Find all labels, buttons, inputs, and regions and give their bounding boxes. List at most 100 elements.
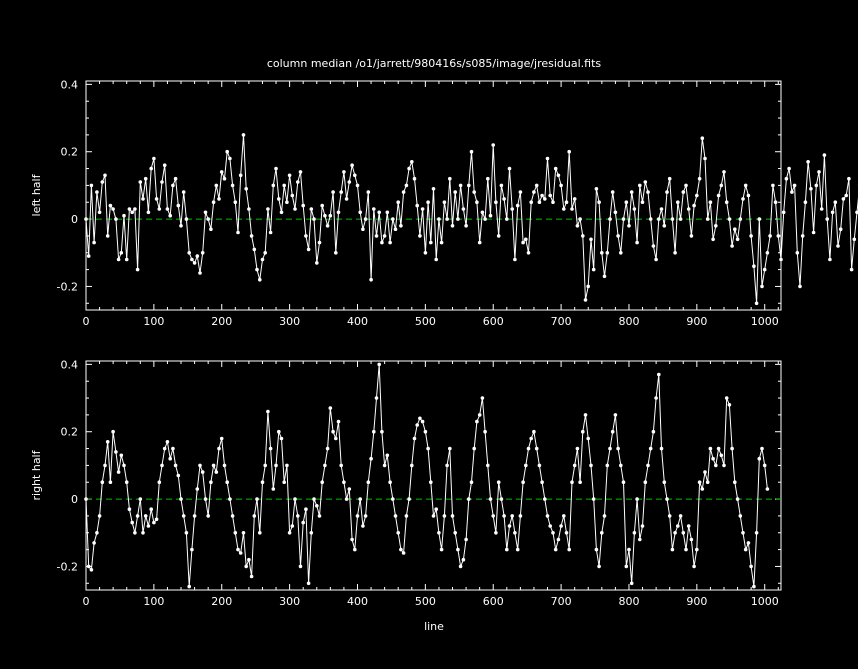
data-point: [263, 463, 268, 468]
data-point: [716, 193, 721, 198]
y-tick-label: 0.2: [61, 146, 79, 159]
data-point: [230, 183, 235, 188]
data-point: [467, 183, 471, 188]
data-point: [282, 183, 287, 188]
data-point: [130, 520, 134, 525]
data-point: [320, 480, 325, 485]
data-point: [505, 217, 509, 221]
data-point: [363, 217, 368, 221]
data-point: [225, 149, 229, 154]
data-point: [116, 257, 121, 262]
data-point: [849, 267, 854, 272]
data-point: [304, 507, 308, 512]
data-point: [420, 207, 425, 211]
data-point: [347, 487, 352, 491]
data-point: [190, 547, 194, 552]
data-point: [570, 480, 574, 485]
data-point: [84, 497, 88, 501]
data-point: [382, 234, 387, 238]
data-point: [551, 200, 555, 204]
data-point: [727, 403, 732, 407]
data-point: [594, 187, 599, 191]
data-point: [472, 190, 477, 194]
data-point: [198, 463, 202, 468]
y-tick-label: -0.2: [57, 560, 78, 573]
data-point: [458, 183, 463, 188]
data-point: [187, 584, 191, 589]
data-point: [372, 207, 376, 211]
data-point: [236, 230, 240, 235]
data-point: [168, 456, 172, 461]
data-point: [146, 524, 151, 528]
data-point: [686, 207, 691, 211]
data-point: [654, 257, 658, 262]
data-point: [855, 210, 858, 215]
data-point: [757, 217, 762, 221]
data-point: [681, 531, 686, 535]
data-point: [247, 207, 251, 211]
data-point: [534, 183, 539, 188]
data-point: [277, 429, 281, 434]
data-point: [369, 456, 373, 461]
x-tick-label: 900: [686, 595, 707, 608]
data-point: [92, 541, 96, 545]
data-point: [124, 480, 129, 485]
data-point: [665, 497, 669, 501]
data-point: [437, 217, 441, 221]
x-tick-label: 100: [143, 315, 164, 328]
data-point: [825, 217, 829, 221]
data-point: [415, 203, 420, 208]
data-point: [399, 547, 403, 552]
data-point: [722, 170, 726, 174]
data-point: [629, 581, 634, 586]
data-point: [111, 207, 115, 211]
data-point: [738, 514, 743, 518]
data-point: [676, 524, 680, 528]
data-point: [195, 487, 200, 491]
data-point: [271, 183, 276, 188]
data-point: [317, 240, 322, 245]
data-point: [591, 267, 596, 272]
data-point: [456, 547, 460, 552]
data-point: [361, 227, 365, 231]
data-point: [325, 446, 330, 451]
data-point: [532, 190, 536, 194]
data-point: [597, 564, 601, 569]
data-point: [684, 183, 688, 188]
data-point: [567, 149, 571, 154]
data-point: [431, 514, 436, 518]
data-point: [757, 456, 762, 461]
data-point: [754, 531, 759, 535]
data-point: [692, 564, 696, 569]
data-point: [613, 210, 618, 215]
data-point: [192, 514, 197, 518]
y-tick-label: 0.2: [61, 426, 79, 439]
data-point: [610, 190, 615, 194]
x-tick-label: 500: [415, 595, 436, 608]
data-point: [339, 463, 344, 468]
x-tick-label: 400: [347, 315, 368, 328]
data-point: [358, 210, 363, 215]
data-point: [222, 176, 227, 181]
data-point: [632, 531, 637, 535]
data-point: [640, 524, 645, 528]
data-point: [173, 463, 178, 468]
data-point: [847, 176, 851, 181]
data-point: [486, 176, 490, 181]
x-tick-label: 200: [211, 315, 232, 328]
data-point: [491, 514, 496, 518]
data-point: [716, 446, 721, 451]
data-point: [553, 547, 558, 552]
data-point: [187, 251, 191, 255]
data-point: [258, 277, 262, 282]
data-point: [396, 531, 401, 535]
data-point: [741, 197, 745, 201]
data-point: [418, 416, 422, 421]
data-point: [496, 234, 501, 238]
data-point: [464, 537, 468, 542]
data-point: [388, 240, 392, 245]
data-point: [100, 180, 105, 184]
data-point: [784, 176, 789, 181]
data-point: [165, 207, 170, 211]
